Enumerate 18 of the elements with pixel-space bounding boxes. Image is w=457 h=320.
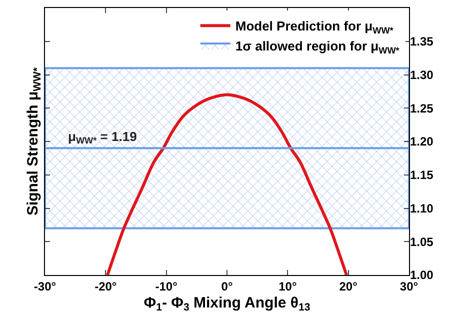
x-tick-label: 20° <box>339 279 358 294</box>
x-tick-label: -20° <box>94 279 117 294</box>
y-tick-label: 1.35 <box>410 34 434 49</box>
x-tick-label: -10° <box>155 279 178 294</box>
ref-line-label: μ$_{WW*}$ = 1.19 <box>68 129 137 146</box>
y-tick-label: 1.10 <box>410 201 434 216</box>
x-tick-label: -30° <box>34 279 56 294</box>
x-tick-label: 10° <box>278 279 297 294</box>
y-tick-label: 1.15 <box>410 168 434 182</box>
y-tick-label: 1.20 <box>410 134 434 149</box>
y-tick-label: 1.25 <box>410 101 434 116</box>
x-axis-title: Φ$_{1}$- Φ$_{3}$ Mixing Angle θ$_{13}$ <box>144 294 310 314</box>
y-tick-label: 1.30 <box>410 68 434 82</box>
x-tick-label: 0° <box>221 279 233 294</box>
legend-label: Model Prediction for μ$_{WW*}$ <box>235 18 394 36</box>
y-tick-label: 1.05 <box>410 234 434 249</box>
legend-label: 1σ allowed region for μ$_{WW*}$ <box>235 38 400 56</box>
line-series <box>106 93 348 275</box>
